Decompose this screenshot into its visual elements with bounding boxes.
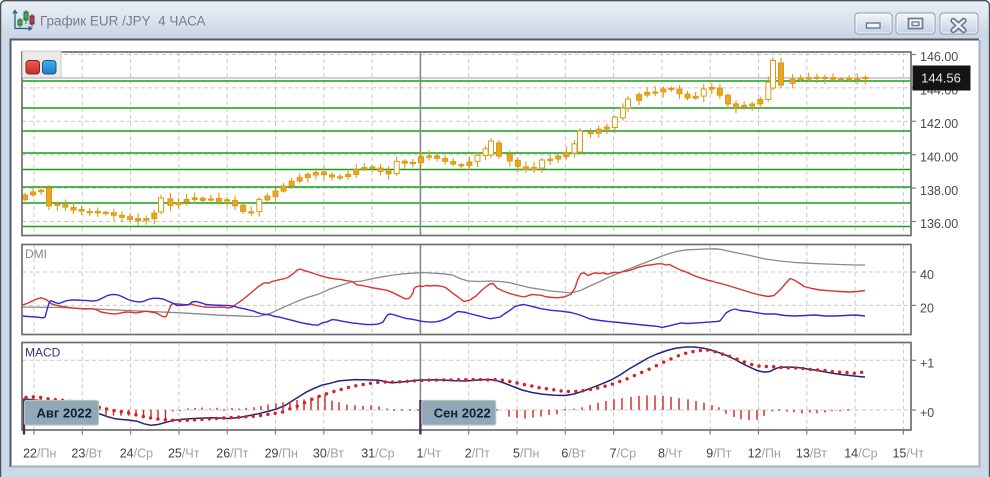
svg-text:26: 26	[216, 447, 230, 461]
svg-text:/Чт: /Чт	[182, 447, 200, 461]
svg-text:/Ср: /Ср	[617, 447, 637, 461]
svg-text:25: 25	[168, 447, 182, 461]
svg-text:/Ср: /Ср	[134, 447, 154, 461]
svg-text:DMI: DMI	[25, 247, 47, 261]
svg-text:/Чт: /Чт	[906, 447, 924, 461]
svg-text:6: 6	[561, 447, 568, 461]
svg-text:Сен 2022: Сен 2022	[434, 406, 491, 421]
svg-text:24: 24	[120, 447, 134, 461]
svg-text:31: 31	[361, 447, 375, 461]
svg-text:1: 1	[416, 447, 423, 461]
svg-text:/Пт: /Пт	[472, 447, 490, 461]
svg-text:/Пн: /Пн	[37, 447, 56, 461]
svg-text:22: 22	[23, 447, 37, 461]
svg-text:2: 2	[465, 447, 472, 461]
svg-text:144.56: 144.56	[921, 71, 961, 86]
svg-text:146.00: 146.00	[920, 50, 958, 64]
svg-text:142.00: 142.00	[920, 117, 958, 131]
svg-text:7: 7	[610, 447, 617, 461]
svg-text:5: 5	[513, 447, 520, 461]
svg-text:12: 12	[748, 447, 762, 461]
svg-text:20: 20	[920, 301, 934, 315]
svg-text:/Ср: /Ср	[858, 447, 878, 461]
svg-text:/Вт: /Вт	[327, 447, 344, 461]
svg-text:+1: +1	[920, 356, 934, 370]
svg-text:/Чт: /Чт	[423, 447, 441, 461]
svg-text:14: 14	[844, 447, 858, 461]
svg-text:/Пн: /Пн	[520, 447, 539, 461]
svg-text:/Вт: /Вт	[568, 447, 585, 461]
svg-text:/Чт: /Чт	[665, 447, 683, 461]
svg-text:29: 29	[265, 447, 279, 461]
svg-text:MACD: MACD	[25, 346, 61, 360]
svg-text:+0: +0	[920, 406, 934, 420]
svg-text:140.00: 140.00	[920, 150, 958, 164]
svg-text:/Вт: /Вт	[810, 447, 827, 461]
svg-text:13: 13	[796, 447, 810, 461]
svg-text:/Пн: /Пн	[279, 447, 298, 461]
svg-text:/Пт: /Пт	[230, 447, 248, 461]
svg-text:15: 15	[892, 447, 906, 461]
svg-text:40: 40	[920, 268, 934, 282]
svg-text:23: 23	[71, 447, 85, 461]
svg-text:8: 8	[658, 447, 665, 461]
svg-text:138.00: 138.00	[920, 184, 958, 198]
svg-text:Авг 2022: Авг 2022	[37, 406, 92, 421]
svg-text:/Пт: /Пт	[713, 447, 731, 461]
svg-text:График EUR /JPY 4 ЧАСА: График EUR /JPY 4 ЧАСА	[40, 14, 206, 29]
svg-text:/Ср: /Ср	[375, 447, 395, 461]
svg-text:/Вт: /Вт	[85, 447, 102, 461]
svg-text:30: 30	[313, 447, 327, 461]
svg-text:9: 9	[706, 447, 713, 461]
svg-text:136.00: 136.00	[920, 217, 958, 231]
svg-text:/Пн: /Пн	[762, 447, 781, 461]
